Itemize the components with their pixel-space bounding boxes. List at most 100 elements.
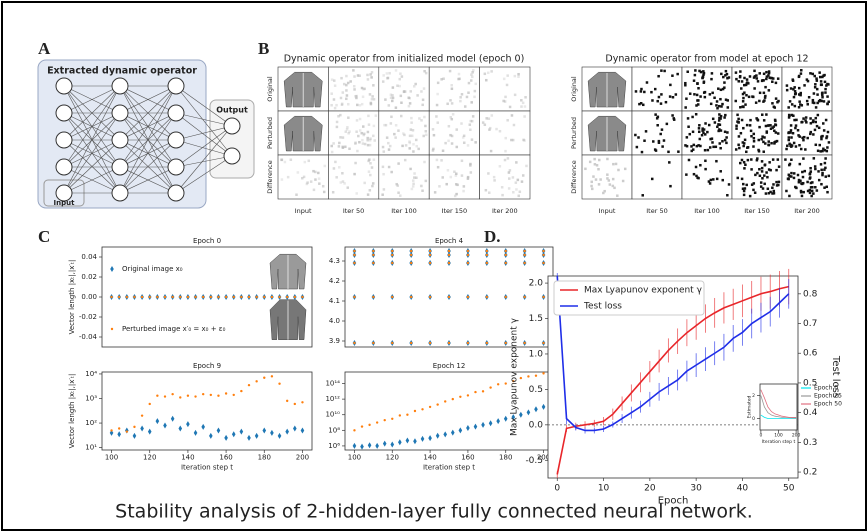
point: [194, 295, 197, 299]
pixel: [827, 174, 831, 178]
x-tick-label: 140: [181, 454, 194, 462]
point: [474, 390, 477, 394]
pixel: [368, 189, 372, 192]
pixel: [447, 139, 450, 143]
point: [519, 376, 523, 380]
pixel: [512, 191, 515, 194]
pixel: [506, 157, 510, 160]
point: [300, 427, 305, 434]
pixel: [657, 95, 661, 99]
pixel: [412, 150, 415, 153]
pixel: [524, 96, 527, 99]
pixel: [702, 73, 705, 76]
point: [231, 431, 236, 438]
pixel: [769, 124, 772, 127]
pixel: [337, 145, 341, 148]
pixel: [771, 77, 775, 80]
pixel: [822, 147, 825, 151]
pixel: [764, 142, 767, 145]
pixel: [697, 127, 701, 130]
pixel: [701, 75, 705, 78]
pixel: [796, 173, 800, 177]
pixel: [815, 124, 819, 128]
pixel: [723, 81, 726, 84]
pixel: [767, 74, 770, 77]
pixel: [460, 159, 464, 163]
pixel: [489, 149, 493, 153]
pixel: [698, 69, 701, 73]
pixel: [742, 182, 745, 186]
pixel: [372, 98, 376, 101]
pixel: [820, 99, 823, 103]
point: [353, 341, 356, 345]
pixel: [697, 176, 700, 180]
pixel: [696, 103, 700, 106]
pixel: [346, 126, 349, 129]
pixel: [688, 92, 692, 95]
pixel: [693, 93, 696, 96]
pixel: [718, 128, 721, 131]
pixel: [449, 99, 452, 102]
pixel: [333, 106, 337, 110]
legend-label: Test loss: [583, 302, 622, 312]
pixel: [703, 133, 707, 136]
pixel: [338, 141, 341, 145]
pixel: [750, 168, 753, 171]
y-axis-label: Max Lyapunov exponent γ: [510, 317, 520, 436]
pixel: [372, 134, 375, 138]
pixel: [824, 118, 828, 122]
pixel: [367, 114, 370, 118]
pixel: [825, 84, 828, 87]
pixel: [387, 165, 391, 169]
pixel: [802, 157, 805, 160]
pixel: [487, 117, 491, 120]
x-axis-label: Iteration step t: [423, 464, 475, 472]
pixel: [806, 180, 809, 184]
pixel: [819, 150, 822, 153]
pixel: [798, 143, 801, 147]
point: [542, 261, 545, 265]
pixel: [466, 175, 470, 179]
pixel: [785, 147, 788, 151]
pixel: [827, 141, 831, 144]
x-tick-label: 120: [386, 454, 399, 462]
legend-label: Max Lyapunov exponent γ: [584, 286, 703, 296]
pixel: [809, 166, 812, 170]
pixel: [687, 158, 691, 162]
pixel: [797, 178, 801, 182]
pixel: [506, 119, 509, 122]
pixel: [818, 71, 821, 74]
pixel: [765, 130, 769, 133]
pixel: [713, 121, 717, 124]
pixel: [773, 129, 776, 133]
pixel: [708, 93, 712, 96]
pixel: [815, 79, 819, 82]
pixel: [767, 70, 771, 73]
pixel: [458, 77, 461, 81]
pixel: [495, 127, 498, 131]
pixel: [369, 173, 372, 177]
node: [55, 77, 73, 95]
pixel: [811, 98, 815, 102]
pixel: [597, 183, 601, 186]
pixel: [460, 122, 463, 125]
pixel: [754, 173, 757, 177]
edge: [119, 166, 177, 194]
pixel: [643, 139, 646, 142]
pixel: [487, 71, 490, 75]
edge: [119, 139, 177, 194]
pixel: [412, 143, 415, 146]
pixel: [723, 86, 726, 89]
pixel: [806, 103, 809, 106]
pixel: [445, 182, 448, 186]
pixel: [345, 94, 349, 97]
pixel: [370, 97, 374, 101]
pixel: [718, 113, 721, 116]
pixel: [743, 76, 746, 80]
pixel: [775, 180, 778, 184]
point: [485, 295, 489, 299]
pixel: [737, 143, 740, 147]
pixel: [711, 91, 714, 95]
pixel: [663, 69, 666, 73]
pixel: [417, 147, 420, 151]
